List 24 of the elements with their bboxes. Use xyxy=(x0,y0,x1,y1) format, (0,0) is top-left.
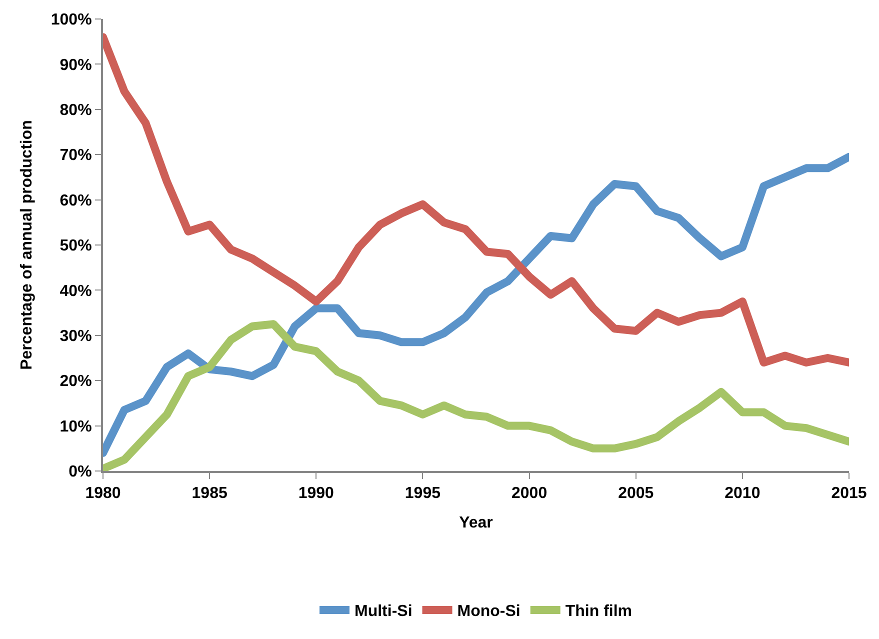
x-tick-label: 2000 xyxy=(511,485,548,502)
x-tick-label: 1980 xyxy=(85,485,121,502)
y-tick-label: 60% xyxy=(60,192,92,210)
x-tick-label: 2005 xyxy=(618,485,654,502)
y-tick-label: 50% xyxy=(60,238,92,255)
y-tick-label: 20% xyxy=(60,373,92,390)
y-tick-label: 100% xyxy=(50,12,92,29)
x-tick-label: 1985 xyxy=(192,485,228,502)
y-tick-label: 80% xyxy=(60,102,92,119)
y-tick-label: 90% xyxy=(60,56,92,74)
legend-label: Multi-Si xyxy=(354,603,412,620)
x-axis-title: Year xyxy=(459,514,493,532)
y-tick-label: 0% xyxy=(68,464,92,481)
y-axis-title: Percentage of annual production xyxy=(18,120,36,370)
x-tick-label: 2010 xyxy=(724,485,760,502)
legend-label: Mono-Si xyxy=(457,603,520,620)
x-tick-label: 1995 xyxy=(404,485,441,502)
y-tick-label: 70% xyxy=(60,147,92,164)
y-tick-label: 40% xyxy=(60,282,92,300)
legend-label: Thin film xyxy=(565,603,632,620)
y-tick-label: 10% xyxy=(60,418,92,436)
y-tick-label: 30% xyxy=(60,328,92,345)
x-tick-label: 2015 xyxy=(831,485,867,502)
x-tick-label: 1990 xyxy=(298,485,334,502)
